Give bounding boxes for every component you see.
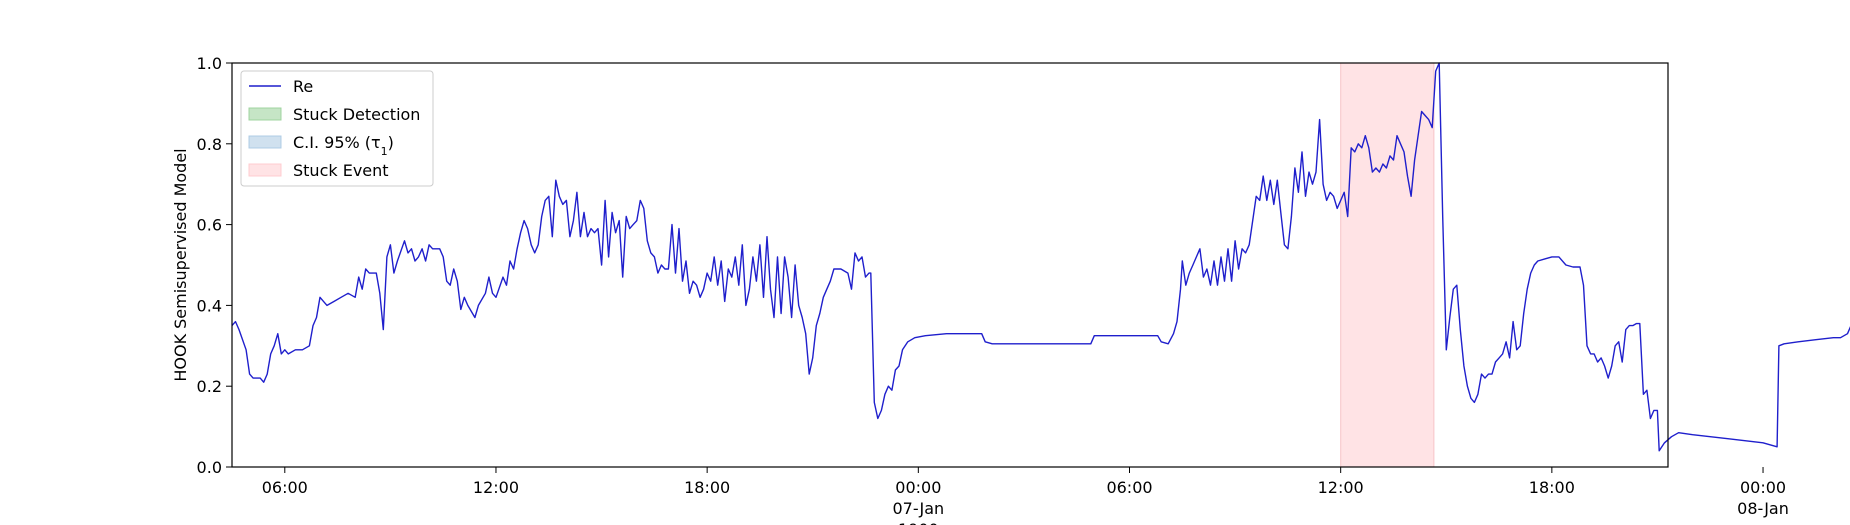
x-tick-label-2: 18:00 <box>684 478 730 497</box>
x-tick-sublabel-7: 08-Jan <box>1737 499 1789 518</box>
legend-label-subscript: 1 <box>381 145 388 158</box>
series-line-re <box>231 62 1850 452</box>
legend-label-tail: ) <box>388 133 394 152</box>
legend-label-stuck_event: Stuck Event <box>293 161 389 180</box>
x-tick-label-1: 12:00 <box>473 478 519 497</box>
y-tick-label-0: 0.0 <box>197 458 222 477</box>
x-tick-sublabel-3: 07-Jan <box>892 499 944 518</box>
x-tick-sublabel2-3: 1900 <box>898 520 939 525</box>
y-tick-label-4: 0.8 <box>197 135 222 154</box>
legend-swatch-stuck_detection <box>248 107 282 121</box>
y-axis-title: HOOK Semisupervised Model <box>171 148 190 381</box>
legend-label-re: Re <box>293 77 313 96</box>
y-tick-label-3: 0.6 <box>197 216 222 235</box>
legend-label-stuck_detection: Stuck Detection <box>293 105 420 124</box>
x-tick-label-5: 12:00 <box>1318 478 1364 497</box>
y-tick-label-5: 1.0 <box>197 54 222 73</box>
x-tick-label-3: 00:00 <box>895 478 941 497</box>
legend-swatch-stuck_event <box>248 163 282 177</box>
x-axis: 06:00 12:00 18:00 00:00 07-Jan 1900 06:00 12:00… <box>262 467 1789 525</box>
legend-box <box>240 70 434 187</box>
legend-swatch-ci <box>248 135 282 149</box>
x-tick-label-6: 18:00 <box>1529 478 1575 497</box>
y-tick-label-2: 0.4 <box>197 296 222 315</box>
plot-area-frame <box>231 62 1669 468</box>
series-lines <box>231 62 1850 452</box>
x-tick-label-4: 06:00 <box>1106 478 1152 497</box>
x-tick-label-7: 00:00 <box>1740 478 1786 497</box>
y-tick-label-1: 0.2 <box>197 377 222 396</box>
x-tick-label-0: 06:00 <box>262 478 308 497</box>
y-axis: 0.0 0.2 0.4 0.6 0.8 1.0 <box>197 54 232 477</box>
